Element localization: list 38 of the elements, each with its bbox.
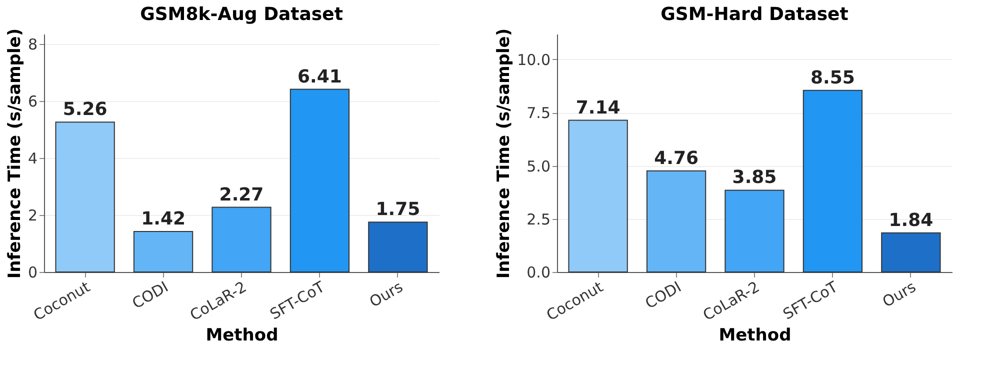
x-tick-label: Ours: [879, 278, 920, 312]
x-axis-title: Method: [206, 325, 278, 346]
y-tick-label: 5.0: [526, 157, 550, 176]
y-tick-label: 6: [28, 92, 38, 110]
data-label: 8.55: [810, 67, 855, 88]
chart-title: GSM8k-Aug Dataset: [140, 4, 344, 25]
y-tick-label: 2.5: [526, 210, 550, 228]
bar: [881, 232, 941, 272]
bar: [212, 206, 272, 272]
data-label: 1.84: [888, 210, 934, 231]
bar: [646, 170, 706, 272]
x-axis-title: Method: [718, 325, 792, 346]
bar: [802, 90, 863, 272]
bar: [724, 190, 784, 272]
y-tick-label: 0.0: [526, 264, 550, 282]
data-label: 1.75: [376, 199, 420, 220]
chart-title: GSM-Hard Dataset: [660, 4, 849, 25]
bar: [133, 231, 194, 272]
bar: [368, 222, 428, 272]
data-label: 7.14: [576, 97, 620, 118]
y-tick-label: 7.5: [526, 104, 550, 122]
y-tick-label: 8: [28, 35, 38, 54]
y-tick-label: 0: [28, 264, 38, 282]
y-tick-label: 4: [28, 149, 38, 168]
bar: [568, 120, 628, 272]
y-axis-title: Inference Time (s/sample): [4, 28, 25, 279]
y-axis-title: Inference Time (s/sample): [494, 28, 514, 279]
data-label: 3.85: [732, 167, 777, 188]
data-label: 1.42: [141, 208, 186, 230]
bar: [55, 122, 115, 272]
bar: [290, 88, 350, 272]
data-label: 5.26: [62, 99, 108, 120]
data-label: 2.27: [219, 184, 264, 206]
y-tick-label: 2: [28, 206, 38, 224]
y-tick-label: 10.0: [517, 51, 550, 69]
data-label: 6.41: [298, 66, 342, 88]
data-label: 4.76: [654, 148, 698, 169]
x-tick-label: Ours: [366, 278, 406, 312]
